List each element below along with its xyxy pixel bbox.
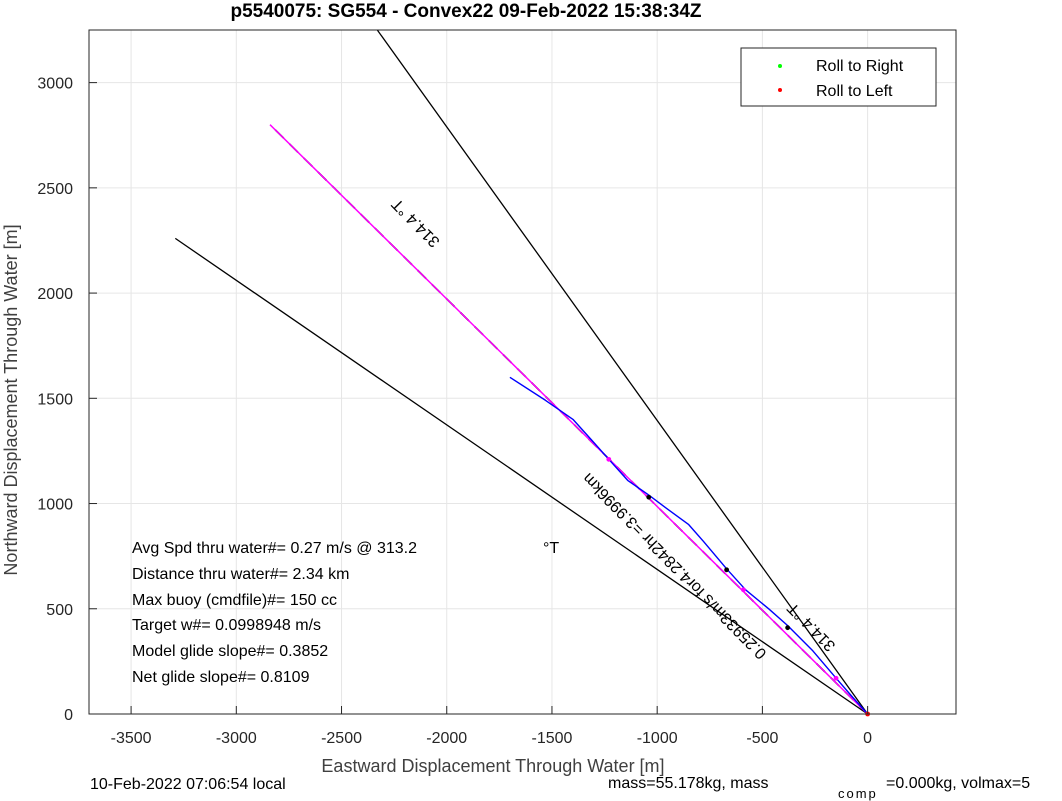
data-point	[606, 456, 612, 462]
marker-layer	[606, 456, 871, 717]
stat-model-glide: Model glide slope#= 0.3852	[132, 643, 328, 660]
series-measured-track	[509, 376, 869, 715]
plot-area	[89, 30, 956, 714]
series-cone-upper	[376, 29, 869, 715]
legend-box	[740, 47, 937, 107]
stat-avg-speed-unit: °T	[543, 540, 559, 557]
chart-title: p5540075: SG554 - Convex22 09-Feb-2022 1…	[230, 1, 701, 22]
x-tick-label: -500	[746, 730, 778, 747]
x-tick-label: -3000	[216, 730, 257, 747]
stats-box: Avg Spd thru water#= 0.27 m/s @ 313.2 °T…	[132, 540, 559, 686]
y-tick-label: 1000	[37, 497, 73, 514]
data-point	[785, 625, 791, 631]
legend-label-roll-left: Roll to Left	[816, 83, 893, 100]
legend-marker-roll-left	[778, 88, 782, 92]
data-point	[833, 675, 839, 681]
x-axis: -3500 -3000 -2500 -2000 -1500 -1000 -500 0	[111, 706, 872, 747]
footer-mass: mass=55.178kg, mass	[608, 775, 769, 792]
legend: Roll to Right Roll to Left	[740, 47, 937, 107]
y-axis: 0 500 1000 1500 2000 2500 3000	[37, 76, 97, 724]
y-tick-label: 1500	[37, 391, 73, 408]
x-tick-label: -3500	[111, 730, 152, 747]
x-axis-label: Eastward Displacement Through Water [m]	[321, 756, 664, 776]
series-cone-lower	[174, 237, 868, 715]
footer-mass-text: mass=55.178kg, mass	[608, 775, 769, 792]
stat-distance: Distance thru water#= 2.34 km	[132, 566, 349, 583]
x-tick-label: -2000	[426, 730, 467, 747]
stat-net-glide: Net glide slope#= 0.8109	[132, 669, 310, 686]
stat-target-w: Target w#= 0.0998948 m/s	[132, 617, 321, 634]
series-layer	[174, 29, 869, 715]
data-point	[724, 567, 730, 573]
stat-avg-speed: Avg Spd thru water#= 0.27 m/s @ 313.2	[132, 540, 417, 557]
x-tick-label: -1500	[532, 730, 573, 747]
stat-max-buoy: Max buoy (cmdfile)#= 150 cc	[132, 592, 337, 609]
x-tick-label: -1000	[637, 730, 678, 747]
footer-mass-sub: comp	[838, 786, 878, 801]
y-tick-label: 2500	[37, 181, 73, 198]
x-tick-label: -2500	[321, 730, 362, 747]
footer-local-time: 10-Feb-2022 07:06:54 local	[90, 776, 286, 793]
legend-marker-roll-right	[778, 64, 782, 68]
data-point	[741, 587, 746, 593]
y-tick-label: 2000	[37, 286, 73, 303]
x-tick-label: 0	[863, 730, 872, 747]
y-tick-label: 3000	[37, 76, 73, 93]
legend-label-roll-right: Roll to Right	[816, 58, 904, 75]
y-tick-label: 0	[64, 707, 73, 724]
footer-mass-tail: =0.000kg, volmax=5	[886, 775, 1030, 792]
y-tick-label: 500	[46, 602, 73, 619]
grid	[89, 30, 956, 715]
y-axis-label: Northward Displacement Through Water [m]	[1, 224, 21, 575]
series-model-track	[269, 124, 869, 715]
data-point	[646, 494, 652, 500]
plot-frame	[88, 29, 957, 715]
